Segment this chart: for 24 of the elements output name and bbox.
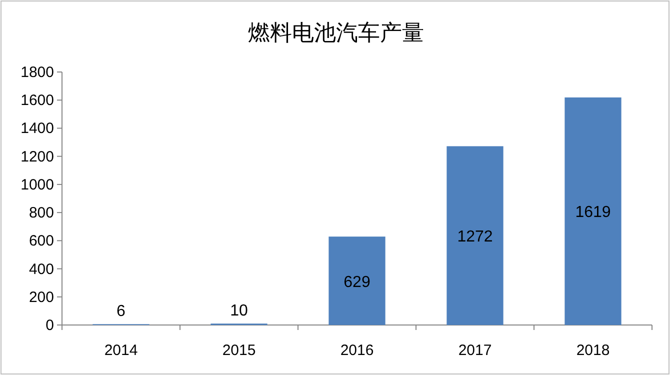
bar: [446, 146, 504, 325]
y-tick-label: 1200: [20, 148, 54, 166]
y-tick-label: 1800: [20, 64, 54, 81]
x-tick-label: 2015: [222, 342, 256, 359]
chart-title: 燃料电池汽车产量: [248, 20, 424, 45]
data-label: 629: [344, 274, 370, 291]
x-tick-label: 2017: [458, 342, 492, 359]
bar: [564, 97, 622, 325]
y-tick-label: 800: [28, 204, 54, 222]
data-label: 10: [230, 302, 248, 320]
data-label: 1272: [457, 228, 493, 246]
y-tick-label: 400: [28, 260, 54, 278]
y-tick-label: 600: [28, 232, 54, 250]
x-tick-label: 2016: [340, 342, 374, 359]
data-label: 1619: [575, 204, 611, 222]
x-tick-label: 2014: [104, 342, 138, 359]
y-tick-label: 1000: [20, 176, 54, 194]
bar: [328, 236, 386, 325]
y-tick-label: 200: [28, 288, 54, 306]
y-tick-label: 0: [46, 317, 54, 334]
data-label: 6: [116, 303, 126, 320]
y-tick-label: 1400: [20, 120, 54, 138]
x-tick-label: 2018: [576, 342, 610, 359]
y-tick-label: 1600: [20, 92, 54, 110]
